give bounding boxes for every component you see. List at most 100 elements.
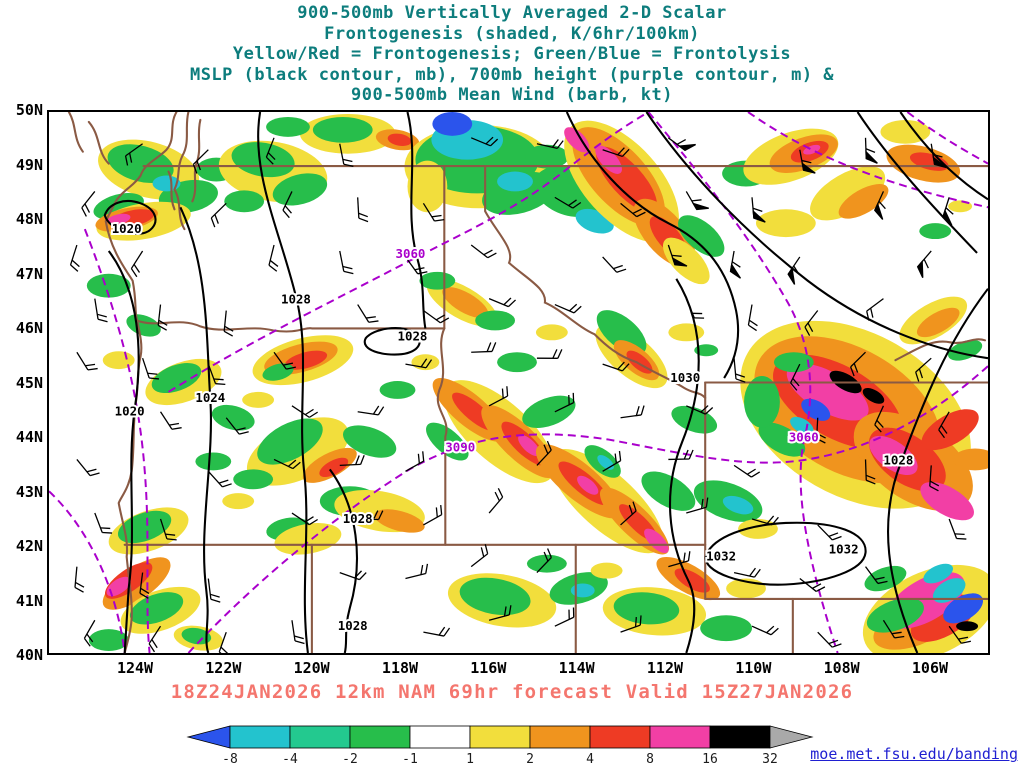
title-line-4: MSLP (black contour, mb), 700mb height (… xyxy=(189,64,835,85)
wind-barb xyxy=(207,578,221,603)
wind-barb xyxy=(667,137,696,152)
wind-barb xyxy=(751,625,779,636)
wind-barb xyxy=(339,455,365,467)
wind-barb xyxy=(223,310,234,337)
wind-barb xyxy=(282,191,293,219)
lon-label-110W: 110W xyxy=(735,659,772,677)
mslp-contour-label: 1020 xyxy=(115,404,145,419)
mslp-contour-label: 1028 xyxy=(343,511,373,526)
wind-barb xyxy=(74,566,85,593)
wind-barb xyxy=(602,361,630,372)
wind-barb xyxy=(404,256,428,275)
mslp-contour-label: 1032 xyxy=(829,542,859,557)
wind-barb xyxy=(864,459,876,485)
wind-barb xyxy=(804,310,819,336)
colorbar-tick-label: 8 xyxy=(646,752,654,767)
wind-barb xyxy=(602,256,627,273)
forecast-valid-text: 18Z24JAN2026 12km NAM 69hr forecast Vali… xyxy=(170,681,854,703)
wind-barb xyxy=(192,149,209,174)
wind-barb xyxy=(357,405,385,416)
wind-barb xyxy=(76,351,98,371)
height-contours xyxy=(49,112,988,653)
wind-barb xyxy=(357,304,379,323)
wind-barb xyxy=(733,567,761,578)
wind-barb xyxy=(81,191,96,217)
wind-barb xyxy=(667,244,688,267)
wind-barb xyxy=(733,464,761,478)
mslp-contour-label: 1032 xyxy=(706,549,736,564)
wind-barb xyxy=(882,619,905,639)
wind-barb xyxy=(291,620,305,645)
mslp-contour-label: 1028 xyxy=(338,618,368,633)
wind-barb xyxy=(817,631,842,648)
lon-label-120W: 120W xyxy=(293,659,330,677)
lon-label-124W: 124W xyxy=(116,659,154,677)
colorbar-segment xyxy=(709,725,771,749)
wind-barb xyxy=(620,501,637,526)
wind-barb xyxy=(536,139,564,150)
wind-barb xyxy=(159,518,177,541)
wind-barb xyxy=(423,504,443,526)
wind-barb xyxy=(291,512,318,526)
wind-barb xyxy=(470,244,497,259)
lon-label-112W: 112W xyxy=(646,659,684,677)
wind-barb xyxy=(470,544,489,568)
wind-barb xyxy=(207,363,226,385)
wind-barb xyxy=(554,392,575,413)
wind-barb xyxy=(94,298,108,323)
mslp-contour-label: 1028 xyxy=(281,292,311,307)
wind-barb xyxy=(159,411,182,430)
wind-barb xyxy=(210,202,227,228)
wind-barb xyxy=(864,137,878,164)
wind-barb xyxy=(536,440,552,466)
mslp-contours xyxy=(103,112,988,653)
wind-barb xyxy=(273,351,296,370)
lat-label-42N: 42N xyxy=(15,537,43,555)
wind-barb xyxy=(76,459,100,477)
lat-label-40N: 40N xyxy=(15,646,43,664)
wind-barb xyxy=(157,304,168,331)
wind-barb xyxy=(874,405,885,433)
wind-barb xyxy=(423,626,451,637)
mslp-contour-label: 1020 xyxy=(112,221,142,236)
wind-barb xyxy=(339,143,354,168)
mslp-contour-label: 1028 xyxy=(883,452,913,467)
lat-label-47N: 47N xyxy=(15,264,43,283)
wind-barb xyxy=(799,149,816,174)
colorbar-tick-label: -2 xyxy=(342,752,358,767)
wind-barb xyxy=(470,136,499,147)
credit-link[interactable]: moe.met.fsu.edu/banding xyxy=(810,745,1018,763)
wind-barb xyxy=(83,619,96,647)
wind-barb xyxy=(94,512,113,534)
wind-barb xyxy=(865,566,888,585)
wind-barb xyxy=(787,256,801,285)
colorbar-tick-label: 2 xyxy=(526,752,534,767)
map-canvas: 1020 1028 1028 1024 1020 1030 1028 1028 1032 1032… xyxy=(47,110,990,655)
title-line-1: 900-500mb Vertically Averaged 2-D Scalar xyxy=(297,3,727,23)
wind-barb xyxy=(948,518,967,540)
wind-barb xyxy=(488,297,516,308)
chart-title: 900-500mb Vertically Averaged 2-D Scalar… xyxy=(0,3,1024,106)
wind-barb xyxy=(915,357,932,382)
colorbar-arrow-left xyxy=(186,725,231,749)
wind-barb xyxy=(339,250,354,275)
colorbar-segment xyxy=(229,725,291,749)
wind-barb xyxy=(733,358,746,383)
wind-barb xyxy=(225,417,249,435)
wind-barb xyxy=(207,470,232,488)
wind-barb xyxy=(948,625,971,644)
height-contour-label: 3060 xyxy=(395,246,425,261)
colorbar-segment xyxy=(529,725,591,749)
wind-barb xyxy=(685,191,709,211)
wind-barb xyxy=(130,250,144,278)
lon-label-108W: 108W xyxy=(823,659,860,677)
wind-barb xyxy=(357,510,384,521)
wind-barb xyxy=(422,202,445,222)
wind-barb xyxy=(471,342,497,353)
colorbar-tick-label: -8 xyxy=(222,752,238,767)
contour-labels: 1020 1028 1028 1024 1020 1030 1028 1028 1032 1032… xyxy=(110,219,916,635)
wind-barb xyxy=(686,405,714,415)
wind-barb xyxy=(554,303,582,314)
wind-barb xyxy=(747,304,758,332)
wind-barb xyxy=(602,147,630,158)
